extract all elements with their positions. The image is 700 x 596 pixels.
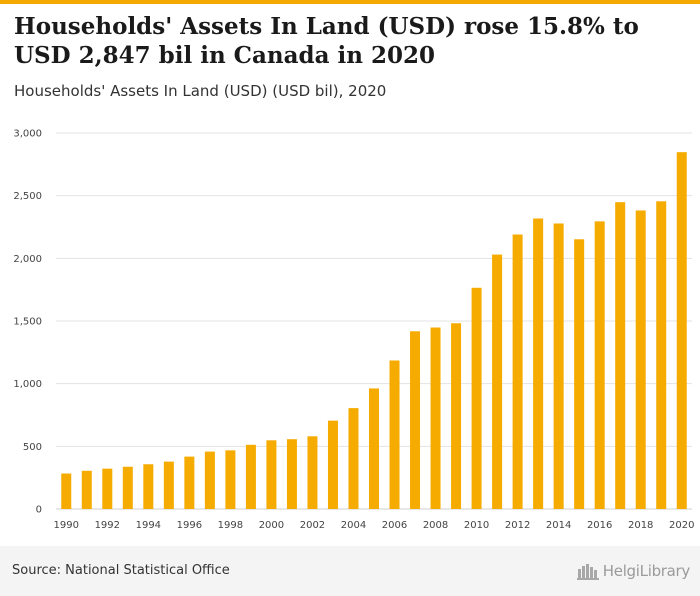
x-tick-label: 2020 bbox=[669, 520, 694, 531]
bar-2010[interactable] bbox=[471, 287, 482, 509]
bar-1997[interactable] bbox=[204, 451, 215, 509]
x-tick-label: 2012 bbox=[505, 520, 530, 531]
bar-1990[interactable] bbox=[61, 473, 72, 509]
y-tick-label: 2,500 bbox=[13, 191, 42, 202]
bar-1991[interactable] bbox=[81, 470, 92, 509]
bar-2018[interactable] bbox=[635, 210, 646, 509]
bar-2003[interactable] bbox=[327, 420, 338, 509]
bar-1995[interactable] bbox=[163, 461, 174, 509]
bar-2017[interactable] bbox=[615, 202, 626, 509]
bar-2005[interactable] bbox=[369, 388, 379, 509]
bar-2014[interactable] bbox=[553, 223, 564, 509]
bar-2004[interactable] bbox=[348, 408, 359, 509]
bar-2008[interactable] bbox=[430, 327, 441, 509]
accent-bar bbox=[0, 0, 700, 4]
x-tick-label: 2016 bbox=[587, 520, 612, 531]
bar-2016[interactable] bbox=[594, 221, 605, 510]
bar-2002[interactable] bbox=[307, 436, 318, 509]
y-tick-label: 1,500 bbox=[13, 317, 42, 328]
x-tick-label: 2006 bbox=[382, 520, 407, 531]
x-tick-label: 2000 bbox=[259, 520, 284, 531]
x-tick-label: 1992 bbox=[95, 520, 120, 531]
gridlines bbox=[56, 132, 692, 510]
source-note: Source: National Statistical Office bbox=[12, 563, 230, 578]
bar-2013[interactable] bbox=[533, 218, 544, 509]
x-tick-label: 1996 bbox=[177, 520, 202, 531]
x-tick-label: 2010 bbox=[464, 520, 489, 531]
y-axis: 0 500 1,000 1,500 2,000 2,500 3,000 bbox=[13, 129, 42, 516]
x-tick-label: 1990 bbox=[54, 520, 79, 531]
bars bbox=[61, 152, 687, 510]
bar-2019[interactable] bbox=[656, 201, 667, 509]
y-tick-label: 500 bbox=[23, 442, 42, 453]
bar-2007[interactable] bbox=[410, 331, 421, 509]
y-tick-label: 0 bbox=[36, 505, 42, 516]
bar-1996[interactable] bbox=[184, 456, 195, 509]
x-tick-label: 1994 bbox=[136, 520, 161, 531]
bar-1998[interactable] bbox=[225, 450, 236, 509]
bar-1999[interactable] bbox=[245, 444, 256, 509]
bar-2015[interactable] bbox=[574, 239, 585, 510]
chart-subtitle: Households' Assets In Land (USD) (USD bi… bbox=[14, 82, 387, 100]
bar-1993[interactable] bbox=[122, 466, 133, 509]
helgilibrary-logo[interactable]: HelgiLibrary bbox=[576, 560, 691, 582]
x-tick-label: 2002 bbox=[300, 520, 325, 531]
logo-text: HelgiLibrary bbox=[602, 562, 691, 580]
x-tick-label: 2014 bbox=[546, 520, 571, 531]
bar-2011[interactable] bbox=[492, 254, 503, 509]
bar-2020[interactable] bbox=[676, 152, 687, 509]
chart-title: Households' Assets In Land (USD) rose 15… bbox=[14, 13, 639, 69]
bar-2001[interactable] bbox=[286, 439, 297, 509]
bar-2000[interactable] bbox=[266, 440, 277, 509]
y-tick-label: 3,000 bbox=[13, 129, 42, 140]
bar-1992[interactable] bbox=[102, 468, 113, 509]
x-tick-label: 2008 bbox=[423, 520, 448, 531]
x-axis: 1990 1992 1994 1996 1998 2000 2002 2004 2006 2008… bbox=[54, 520, 695, 531]
bar-1994[interactable] bbox=[143, 464, 154, 509]
building-icon bbox=[576, 564, 599, 580]
bar-2006[interactable] bbox=[389, 360, 400, 509]
x-tick-label: 1998 bbox=[218, 520, 243, 531]
bar-2009[interactable] bbox=[451, 323, 462, 509]
y-tick-label: 2,000 bbox=[13, 254, 42, 265]
y-tick-label: 1,000 bbox=[13, 379, 42, 390]
bar-2012[interactable] bbox=[512, 234, 523, 509]
x-tick-label: 2018 bbox=[628, 520, 653, 531]
x-tick-label: 2004 bbox=[341, 520, 366, 531]
